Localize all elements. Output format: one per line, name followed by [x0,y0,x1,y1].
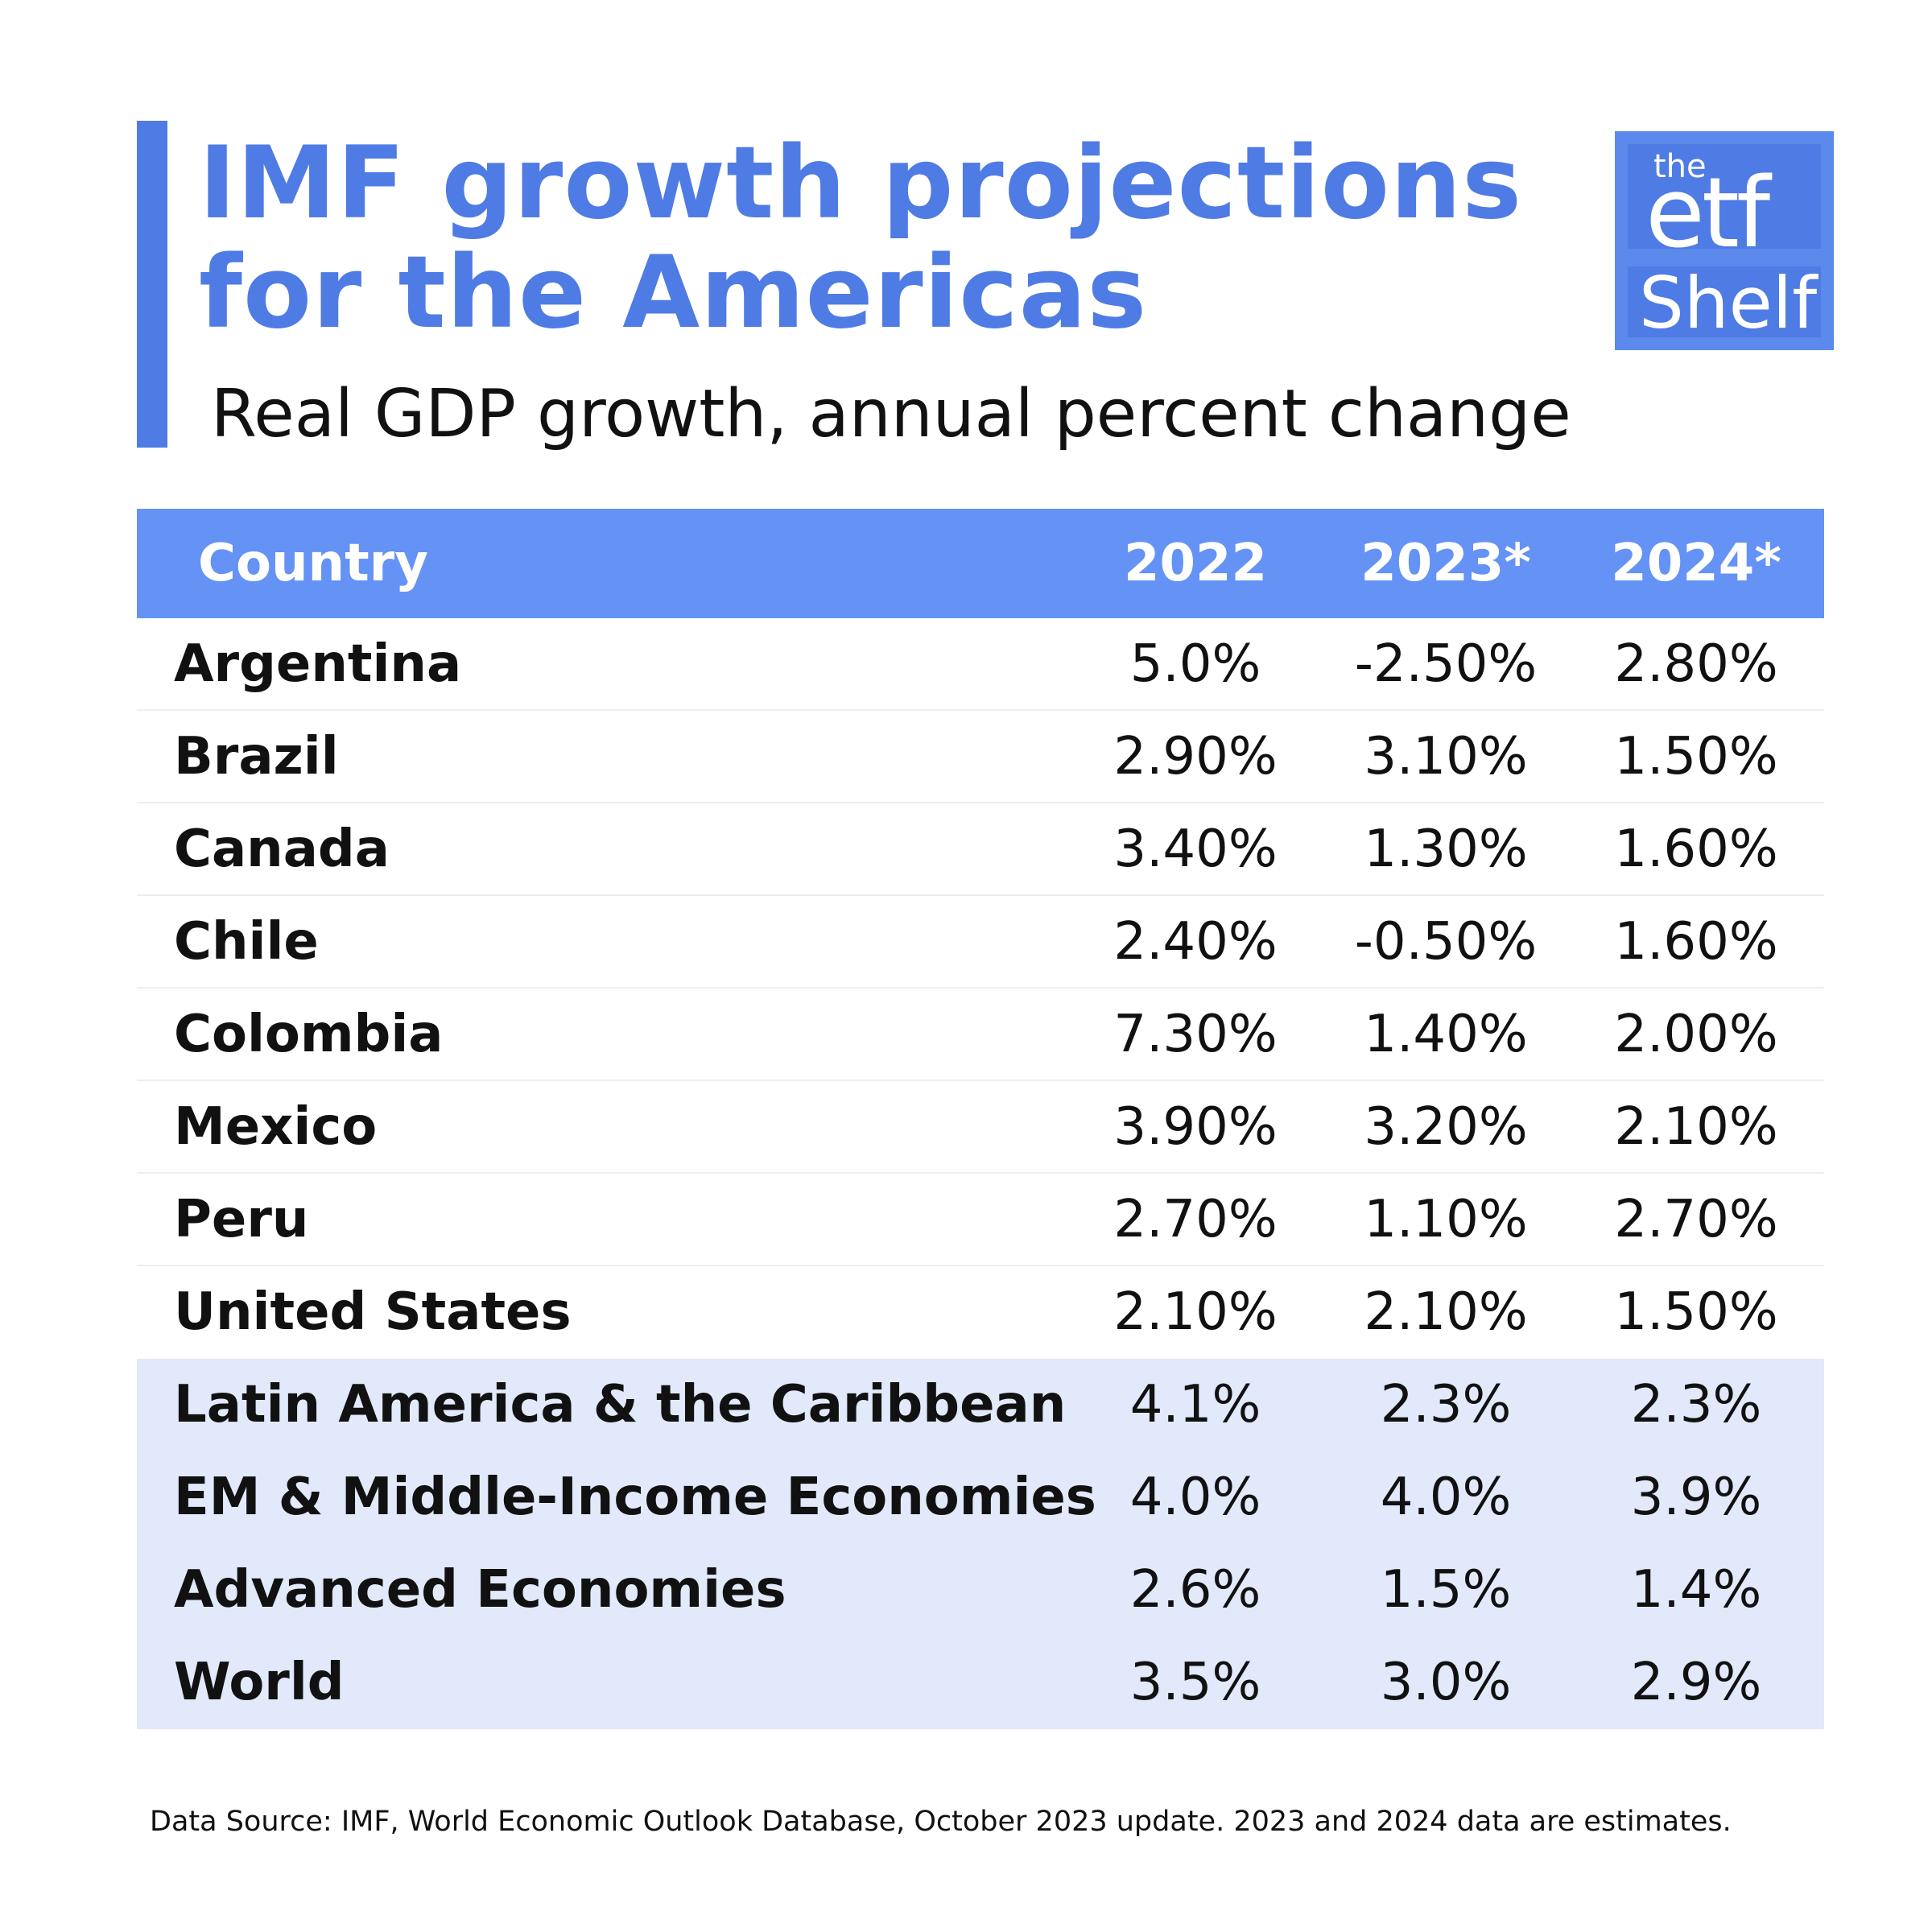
row-label: Latin America & the Caribbean [174,1375,1067,1435]
title-accent-bar [137,121,167,448]
table-row: Latin America & the Caribbean 4.1% 2.3% 2.3… [137,1359,1824,1451]
row-value: 1.40% [1364,1005,1528,1064]
row-value: 2.70% [1614,1190,1778,1249]
row-value: 1.30% [1364,819,1528,879]
row-label: Advanced Economies [174,1560,786,1620]
row-label: Argentina [174,634,462,694]
row-value: 2.9% [1630,1653,1762,1712]
row-value: 1.10% [1364,1190,1528,1249]
row-value: 1.60% [1614,912,1778,972]
logo-text-shelf: Shelf [1639,262,1818,345]
table-row: Argentina 5.0% -2.50% 2.80% [137,618,1824,711]
row-value: 1.4% [1630,1560,1762,1620]
row-label: World [174,1653,345,1712]
table-row: United States 2.10% 2.10% 1.50% [137,1266,1824,1359]
row-value: 4.0% [1129,1468,1261,1527]
row-value: 3.5% [1129,1653,1261,1712]
row-value: -2.50% [1354,634,1538,694]
logo-text-etf: etf [1645,158,1770,270]
page-title: IMF growth projections for the Americas [199,129,1522,348]
header-2022: 2022 [1123,534,1268,593]
row-value: 2.40% [1113,912,1278,972]
row-value: 1.50% [1614,727,1778,786]
table-row: Mexico 3.90% 3.20% 2.10% [137,1081,1824,1174]
growth-table: Country 2022 2023* 2024* Argentina 5.0% -2… [137,509,1824,1729]
row-value: 4.0% [1380,1468,1512,1527]
row-value: 2.90% [1113,727,1278,786]
title-line-2: for the Americas [199,235,1148,351]
row-label: United States [174,1282,572,1342]
row-value: 7.30% [1113,1005,1278,1064]
row-value: 3.20% [1364,1097,1528,1157]
row-value: 2.10% [1614,1097,1778,1157]
row-value: -0.50% [1354,912,1538,972]
row-label: Mexico [174,1097,378,1157]
row-value: 2.10% [1113,1282,1278,1342]
row-value: 2.3% [1630,1375,1762,1435]
row-value: 1.60% [1614,819,1778,879]
row-value: 2.80% [1614,634,1778,694]
data-source-footnote: Data Source: IMF, World Economic Outlook… [150,1806,1732,1838]
row-value: 2.00% [1614,1005,1778,1064]
etf-shelf-logo: the etf Shelf [1615,131,1834,350]
row-label: Canada [174,819,390,879]
row-value: 2.10% [1364,1282,1528,1342]
table-header-row: Country 2022 2023* 2024* [137,509,1824,618]
table-row: Canada 3.40% 1.30% 1.60% [137,803,1824,896]
table-row: Colombia 7.30% 1.40% 2.00% [137,989,1824,1081]
row-label: Chile [174,912,319,972]
row-value: 3.0% [1380,1653,1512,1712]
row-value: 3.40% [1113,819,1278,879]
row-value: 1.5% [1380,1560,1512,1620]
row-label: Brazil [174,727,339,786]
logo-text-the: the [1653,148,1707,185]
row-label: Colombia [174,1005,444,1064]
page-subtitle: Real GDP growth, annual percent change [211,376,1571,452]
logo-panel-top [1628,144,1821,249]
row-value: 1.50% [1614,1282,1778,1342]
row-value: 2.3% [1380,1375,1512,1435]
row-label: EM & Middle-Income Economies [174,1468,1096,1527]
header-2023: 2023* [1360,534,1531,593]
row-value: 3.9% [1630,1468,1762,1527]
table-row: Advanced Economies 2.6% 1.5% 1.4% [137,1544,1824,1637]
table-row: Peru 2.70% 1.10% 2.70% [137,1174,1824,1266]
table-row: EM & Middle-Income Economies 4.0% 4.0% 3.9% [137,1451,1824,1544]
row-value: 3.90% [1113,1097,1278,1157]
row-value: 5.0% [1129,634,1261,694]
header-country: Country [198,534,428,593]
title-line-1: IMF growth projections [199,126,1523,242]
row-label: Peru [174,1190,309,1249]
row-value: 3.10% [1364,727,1528,786]
table-body: Argentina 5.0% -2.50% 2.80% Brazil 2.90% 3.10%… [137,618,1824,1729]
header-2024: 2024* [1611,534,1781,593]
row-value: 4.1% [1129,1375,1261,1435]
table-row: World 3.5% 3.0% 2.9% [137,1637,1824,1729]
logo-panel-bottom [1628,266,1821,337]
row-value: 2.6% [1129,1560,1261,1620]
table-row: Brazil 2.90% 3.10% 1.50% [137,711,1824,803]
table-row: Chile 2.40% -0.50% 1.60% [137,896,1824,989]
row-value: 2.70% [1113,1190,1278,1249]
